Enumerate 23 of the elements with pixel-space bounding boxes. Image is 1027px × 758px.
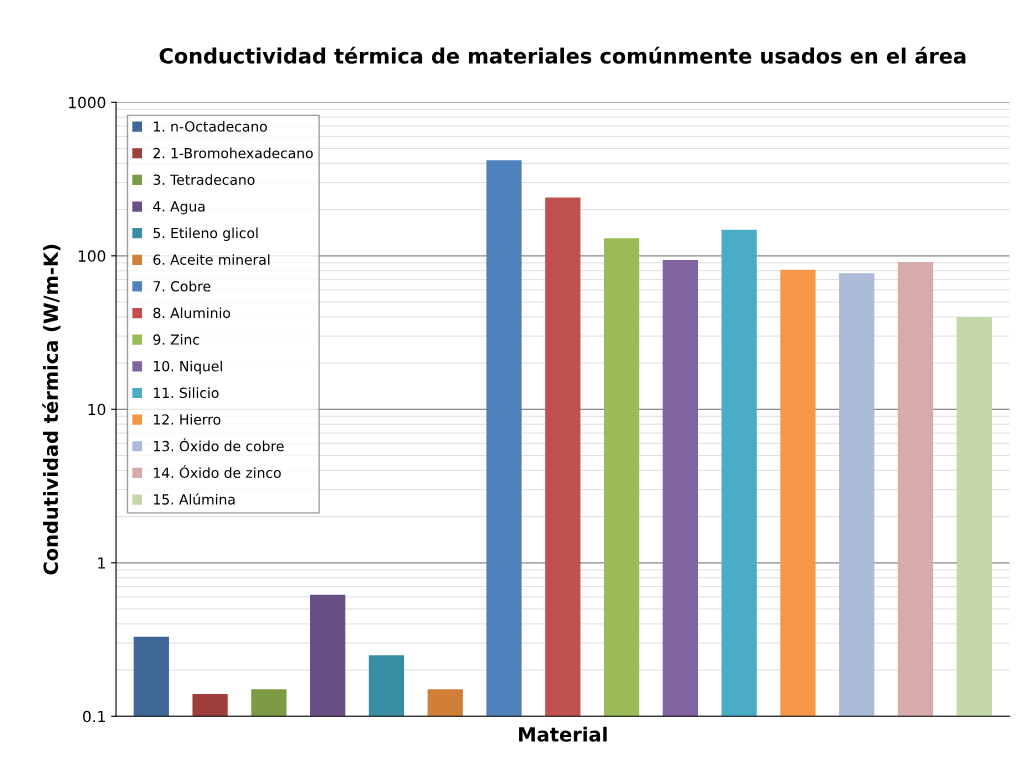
legend-label: 10. Niquel bbox=[153, 360, 222, 375]
y-tick-label: 10 bbox=[88, 403, 106, 416]
legend-label: 4. Agua bbox=[153, 201, 205, 215]
legend-label: 6. Aceite mineral bbox=[153, 254, 270, 265]
y-tick-label: 1000 bbox=[69, 96, 106, 109]
y-axis-title: Condutividad térmica (W/m-K) bbox=[42, 244, 61, 575]
legend-label: 3. Tetradecano bbox=[153, 174, 255, 185]
legend-label: 13. Óxido de cobre bbox=[153, 438, 284, 452]
legend-label: 9. Zinc bbox=[153, 334, 200, 345]
y-tick-label: 100 bbox=[78, 250, 106, 262]
legend-label: 7. Cobre bbox=[153, 280, 211, 292]
legend-label: 8. Aluminio bbox=[153, 307, 231, 319]
x-axis-title: Material bbox=[519, 726, 607, 742]
legend-label: 11. Silicio bbox=[153, 387, 219, 399]
y-tick-label: 0.1 bbox=[83, 710, 105, 723]
legend-label: 14. Óxido de zinco bbox=[153, 464, 281, 478]
legend-label: 5. Etileno glicol bbox=[153, 227, 258, 241]
legend-label: 12. Hierro bbox=[153, 413, 221, 425]
chart-title: Conductividad térmica de materiales comúnmente usados en el área bbox=[159, 46, 966, 64]
legend-label: 1. n-Octadecano bbox=[153, 120, 267, 132]
legend-label: 2. 1-Bromohexadecano bbox=[153, 147, 313, 159]
legend-label: 15. Alúmina bbox=[153, 493, 235, 505]
y-tick-label: 1 bbox=[98, 557, 105, 569]
